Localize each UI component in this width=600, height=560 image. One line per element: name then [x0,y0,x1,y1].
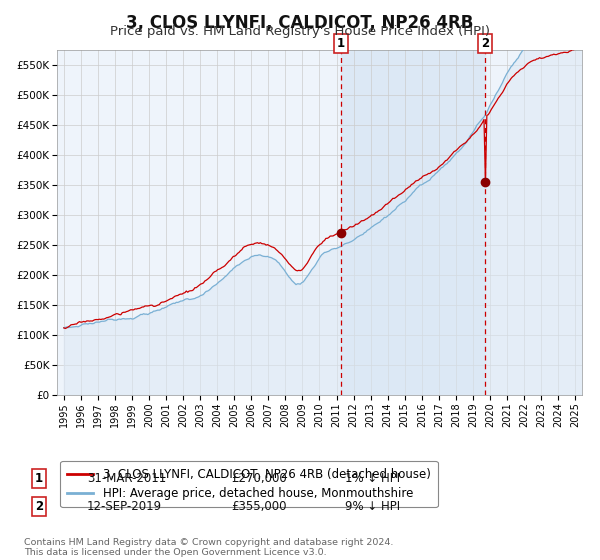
Text: 12-SEP-2019: 12-SEP-2019 [87,500,162,514]
Text: 31-MAR-2011: 31-MAR-2011 [87,472,166,486]
Text: Contains HM Land Registry data © Crown copyright and database right 2024.
This d: Contains HM Land Registry data © Crown c… [24,538,394,557]
Text: 9% ↓ HPI: 9% ↓ HPI [345,500,400,514]
Text: 1% ↓ HPI: 1% ↓ HPI [345,472,400,486]
Text: 2: 2 [35,500,43,514]
Text: Price paid vs. HM Land Registry's House Price Index (HPI): Price paid vs. HM Land Registry's House … [110,25,490,38]
Text: £270,000: £270,000 [231,472,287,486]
Text: 3, CLOS LLYNFI, CALDICOT, NP26 4RB: 3, CLOS LLYNFI, CALDICOT, NP26 4RB [127,14,473,32]
Text: 1: 1 [337,38,345,50]
Text: 2: 2 [481,38,489,50]
Bar [341,50,485,395]
Text: 1: 1 [35,472,43,486]
Text: £355,000: £355,000 [231,500,287,514]
Legend: 3, CLOS LLYNFI, CALDICOT, NP26 4RB (detached house), HPI: Average price, detache: 3, CLOS LLYNFI, CALDICOT, NP26 4RB (deta… [60,461,438,507]
